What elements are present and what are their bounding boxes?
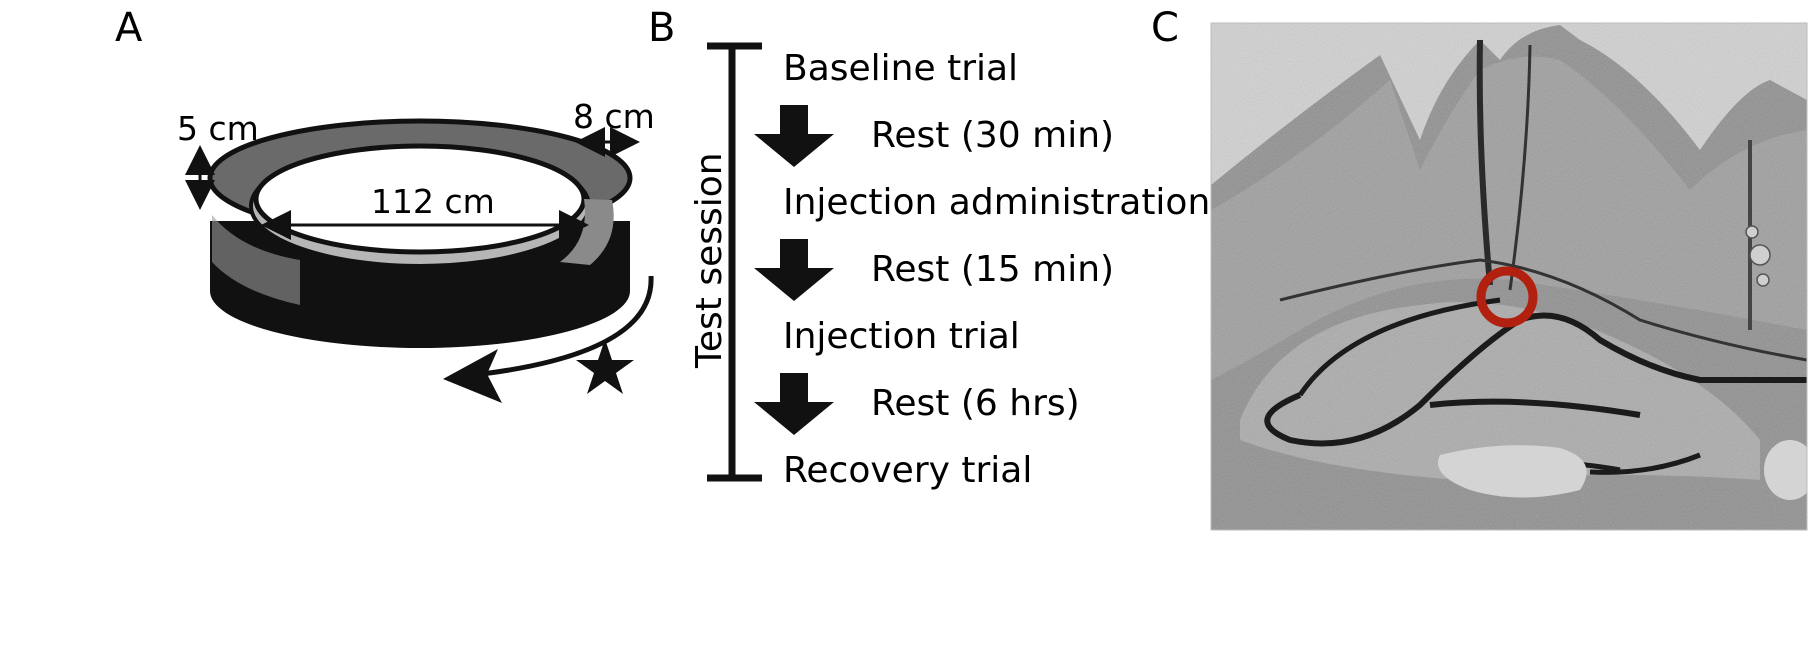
- height-label: 5 cm: [177, 109, 259, 148]
- panel-a-letter: A: [115, 5, 143, 51]
- step-recovery-trial: Recovery trial: [783, 450, 1032, 491]
- step-injection-trial: Injection trial: [783, 316, 1020, 357]
- step-baseline-trial: Baseline trial: [783, 48, 1018, 89]
- panel-c-letter: C: [1151, 5, 1179, 51]
- down-arrow-icon: [754, 373, 834, 435]
- step-rest-15: Rest (15 min): [871, 249, 1114, 290]
- down-arrow-icon: [754, 105, 834, 167]
- diameter-label: 112 cm: [371, 182, 495, 221]
- rotation-direction-arrow: [443, 275, 654, 403]
- panel-c: C: [1151, 5, 1808, 531]
- down-arrow-icon: [754, 239, 834, 301]
- width-label: 8 cm: [573, 97, 655, 136]
- step-injection-administration: Injection administration: [783, 182, 1210, 223]
- timeline-label: Test session: [689, 152, 730, 369]
- timeline-bar: [707, 42, 762, 482]
- step-rest-6: Rest (6 hrs): [871, 383, 1080, 424]
- brain-section-micrograph: [1210, 22, 1808, 531]
- panel-b-letter: B: [648, 5, 675, 51]
- step-rest-30: Rest (30 min): [871, 115, 1114, 156]
- star-icon: [576, 339, 634, 394]
- panel-a: A 112 cm 5 cm 8 cm: [115, 5, 655, 403]
- circular-track-icon: [207, 118, 633, 348]
- panel-b: B Test session Baseline trial Rest (30 m…: [648, 5, 1210, 491]
- target-marker-ring: [1476, 266, 1538, 328]
